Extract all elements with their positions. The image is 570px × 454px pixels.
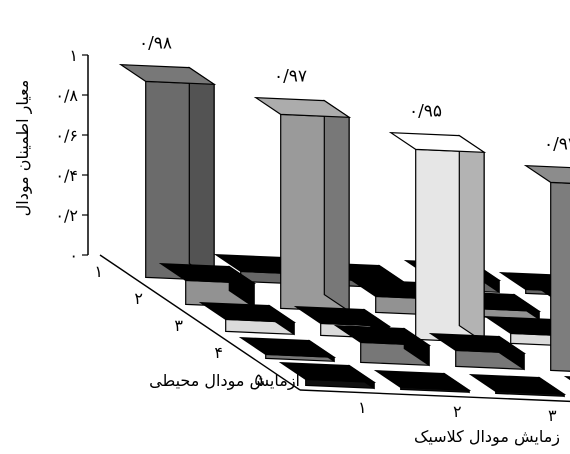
- y-tick-label: ۰/۶: [55, 126, 78, 145]
- axes-group: [82, 54, 570, 403]
- bar-x1-z1: [118, 64, 217, 282]
- x-axis-line: [299, 389, 570, 403]
- y-tick-label: ۰/۸: [55, 86, 78, 105]
- x-tick-label: ۲: [453, 402, 462, 421]
- bar-x3-z3: [388, 132, 487, 344]
- bar-x4-z4: [523, 165, 570, 372]
- data-label: ۰/۹۸: [139, 33, 172, 53]
- z-axis-title: آزمایش مودال محیطی: [149, 371, 301, 391]
- z-tick-label: ۴: [214, 343, 223, 362]
- y-tick-label: ۰/۲: [55, 206, 78, 225]
- bar-x2-z2: [253, 97, 352, 313]
- bar-x3-z4: [428, 333, 527, 371]
- z-axis-line: [99, 254, 301, 391]
- data-label: ۰/۹۷: [274, 66, 307, 86]
- z-tick-label: ۱: [94, 262, 103, 281]
- bar-x2-z4: [333, 325, 432, 367]
- x-tick-label: ۳: [548, 406, 557, 425]
- bar-x1-z4: [238, 337, 337, 363]
- y-axis-title: معیار اطمینان مودال: [13, 80, 33, 217]
- bars-group: [118, 64, 570, 398]
- data-label: ۰/۹۵: [409, 101, 442, 121]
- bar-x2-z5: [373, 370, 472, 394]
- z-tick-label: ۵: [254, 370, 263, 389]
- x-axis-title: زمایش مودال کلاسیک: [414, 427, 560, 447]
- bar-x4-z5: [563, 376, 570, 381]
- bar-x1-z2: [158, 263, 257, 309]
- bar-x1-z5: [278, 362, 377, 390]
- bar-x3-z5: [468, 374, 567, 398]
- z-tick-label: ۳: [174, 316, 183, 335]
- data-label: ۰/۹۴: [544, 134, 570, 154]
- labels-group: ۰۰/۲۰/۴۰/۶۰/۸۱۱۲۳۴۵۱۲۳۴۵۰/۹۸۰/۹۷۰/۹۵۰/۹۴…: [13, 33, 570, 447]
- z-tick-label: ۲: [134, 289, 143, 308]
- y-tick-label: ۰: [69, 246, 78, 265]
- bar-x1-z3: [198, 302, 297, 336]
- x-tick-label: ۱: [358, 398, 367, 417]
- y-tick-label: ۰/۴: [55, 166, 78, 185]
- y-tick-label: ۱: [69, 46, 78, 65]
